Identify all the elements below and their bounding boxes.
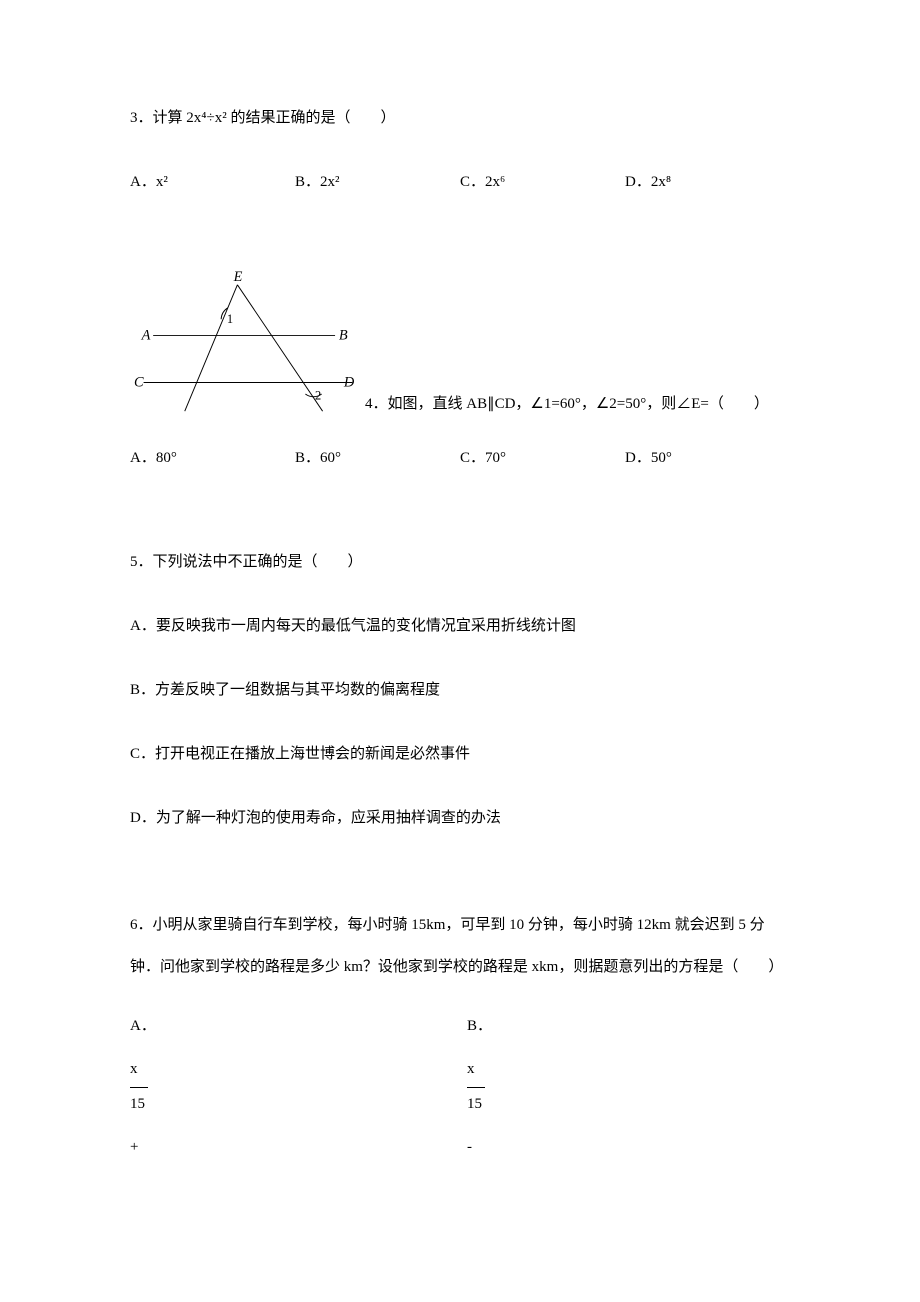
q6-stem: 6．小明从家里骑自行车到学校，每小时骑 15km，可早到 10 分钟，每小时骑 … [130, 904, 790, 988]
q6-col-a: A． x 15 + [130, 1012, 467, 1161]
svg-text:C: C [134, 374, 144, 390]
q6-b-label: B． [467, 1012, 804, 1041]
q6-col-b: B． x 15 - [467, 1012, 804, 1161]
q6-b-op: - [467, 1133, 804, 1162]
q5-opt-a: A．要反映我市一周内每天的最低气温的变化情况宜采用折线统计图 [130, 608, 790, 644]
svg-text:A: A [141, 327, 151, 343]
q6-a-num: x [130, 1055, 467, 1084]
q6-a-op: + [130, 1133, 467, 1162]
q3-options: A．x² B．2x² C．2x⁶ D．2x⁸ [130, 164, 790, 200]
q4-block: A B C D E 1 2 4．如图，直线 AB∥CD，∠1=60°，∠2=50… [130, 268, 790, 428]
q5-opt-d: D．为了解一种灯泡的使用寿命，应采用抽样调查的办法 [130, 800, 790, 836]
q3-stem: 3．计算 2x⁴÷x² 的结果正确的是（ ） [130, 100, 790, 136]
svg-text:1: 1 [227, 312, 233, 326]
q5-stem: 5．下列说法中不正确的是（ ） [130, 544, 790, 580]
q3-opt-b: B．2x² [295, 164, 460, 200]
q6-options-row: A． x 15 + B． x 15 - [130, 1012, 790, 1161]
q6-b-fracline [467, 1087, 485, 1088]
svg-text:E: E [233, 269, 243, 285]
q4-opt-a: A．80° [130, 440, 295, 476]
q6-a-den: 15 [130, 1090, 467, 1119]
q4-options: A．80° B．60° C．70° D．50° [130, 440, 790, 476]
svg-text:2: 2 [315, 389, 321, 403]
q3-opt-a: A．x² [130, 164, 295, 200]
q4-opt-c: C．70° [460, 440, 625, 476]
q5-opt-c: C．打开电视正在播放上海世博会的新闻是必然事件 [130, 736, 790, 772]
q6-b-den: 15 [467, 1090, 804, 1119]
svg-text:B: B [339, 327, 348, 343]
q4-opt-b: B．60° [295, 440, 460, 476]
q3-opt-c: C．2x⁶ [460, 164, 625, 200]
q4-diagram: A B C D E 1 2 [134, 268, 359, 428]
q4-stem: 4．如图，直线 AB∥CD，∠1=60°，∠2=50°，则∠E=（ ） [359, 386, 790, 428]
q6-a-fracline [130, 1087, 148, 1088]
q6-b-num: x [467, 1055, 804, 1084]
q5-opt-b: B．方差反映了一组数据与其平均数的偏离程度 [130, 672, 790, 708]
q6-a-label: A． [130, 1012, 467, 1041]
q3-opt-d: D．2x⁸ [625, 164, 790, 200]
svg-text:D: D [343, 374, 355, 390]
q4-opt-d: D．50° [625, 440, 790, 476]
